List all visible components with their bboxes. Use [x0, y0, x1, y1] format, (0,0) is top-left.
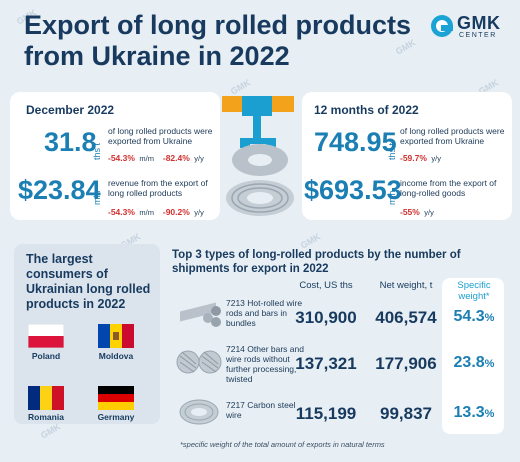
logo-mark-icon	[431, 15, 453, 37]
share-pct-sign: %	[484, 358, 495, 370]
change-yy-unit: y/y	[431, 154, 441, 163]
year-revenue-changes: -55% y/y	[400, 202, 434, 220]
product-name: 7214 Other bars and wire rods without fu…	[226, 344, 304, 384]
twisted-bars-icon	[176, 348, 222, 381]
change-mm: -54.3%	[108, 153, 135, 163]
logo-name: GMK	[457, 13, 501, 33]
share-value: 23.8%	[446, 354, 502, 372]
year-card	[302, 92, 512, 220]
germany-flag-icon	[98, 386, 134, 410]
change-yy: -90.2%	[162, 207, 190, 217]
year-volume-unit: ths t	[387, 142, 397, 160]
change-yy: -82.4%	[162, 153, 190, 163]
net-value: 177,906	[375, 354, 437, 373]
share-value: 54.3%	[446, 308, 502, 326]
december-volume-value: 31.8	[44, 127, 97, 157]
year-header: 12 months of 2022	[314, 103, 419, 117]
december-revenue-unit: mln	[92, 190, 102, 205]
share-header: Specific weight*	[457, 280, 491, 302]
december-card	[10, 92, 220, 220]
country-label: Moldova	[98, 351, 134, 361]
country-label: Germany	[97, 412, 135, 422]
change-mm-unit: m/m	[139, 208, 154, 217]
year-volume-changes: -59.7% y/y	[400, 148, 441, 166]
poland-flag-icon	[27, 323, 65, 349]
cost-value: 115,199	[295, 404, 357, 423]
wire-coil-illustration	[220, 92, 302, 222]
year-revenue-desc: income from the export of long-rolled go…	[400, 178, 497, 198]
year-volume-desc: of long rolled products were exported fr…	[400, 126, 505, 146]
december-volume-changes: -54.3% m/m -82.4% y/y	[108, 148, 204, 166]
net-value: 99,837	[380, 404, 432, 423]
watermark: GMK	[38, 421, 63, 441]
year-revenue-unit: mln	[387, 190, 397, 205]
cost-value: 137,321	[295, 354, 357, 373]
consumers-title: The largest consumers of Ukrainian long …	[26, 252, 151, 311]
net-value: 406,574	[375, 308, 437, 327]
december-revenue-value: $23.84	[18, 175, 101, 205]
share-number: 13.3	[453, 404, 485, 421]
change-yy: -59.7%	[400, 153, 427, 163]
cost-header: Cost, US ths	[299, 280, 353, 291]
share-value: 13.3%	[446, 404, 502, 422]
year-revenue-value: $693.53	[304, 175, 402, 205]
change-yy-unit: y/y	[194, 208, 204, 217]
gmk-logo: GMK CENTER	[431, 13, 511, 41]
share-pct-sign: %	[484, 312, 495, 324]
december-volume-desc: of long rolled products were exported fr…	[108, 126, 213, 146]
change-yy-unit: y/y	[424, 208, 434, 217]
change-yy: -55%	[400, 207, 420, 217]
footnote: *specific weight of the total amount of …	[180, 440, 385, 449]
change-yy-unit: y/y	[194, 154, 204, 163]
moldova-flag-icon	[98, 324, 134, 348]
steel-wire-coil-icon	[178, 398, 220, 431]
wire-rod-bundle-icon	[178, 302, 224, 335]
year-volume-value: 748.95	[314, 127, 397, 157]
romania-flag-icon	[28, 386, 64, 410]
december-header: December 2022	[26, 103, 115, 117]
country-label: Poland	[31, 351, 61, 361]
product-name: 7213 Hot-rolled wire rods and bars in bu…	[226, 298, 303, 328]
share-number: 54.3	[453, 308, 485, 325]
change-mm-unit: m/m	[139, 154, 154, 163]
change-mm: -54.3%	[108, 207, 135, 217]
share-pct-sign: %	[484, 408, 495, 420]
december-volume-unit: ths t	[92, 142, 102, 160]
share-column-bg	[442, 278, 504, 434]
product-name: 7217 Carbon steel wire	[226, 400, 296, 420]
december-revenue-desc: revenue from the export of long rolled p…	[108, 178, 208, 198]
country-label: Romania	[28, 412, 64, 422]
top3-title: Top 3 types of long-rolled products by t…	[172, 249, 461, 275]
net-header: Net weight, t	[379, 280, 433, 291]
december-revenue-changes: -54.3% m/m -90.2% y/y	[108, 202, 204, 220]
logo-sub: CENTER	[459, 32, 497, 39]
page-title: Export of long rolled products from Ukra…	[24, 10, 411, 71]
cost-value: 310,900	[295, 308, 357, 327]
share-number: 23.8	[453, 354, 485, 371]
